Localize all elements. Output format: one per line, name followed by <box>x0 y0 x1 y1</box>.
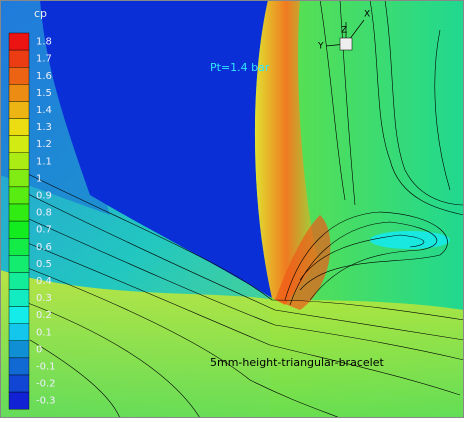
legend-swatch <box>8 32 30 51</box>
legend-swatch <box>8 237 30 256</box>
legend-label: 1.4 <box>36 105 52 116</box>
hot-spot <box>275 215 331 310</box>
legend-swatch <box>8 118 30 136</box>
legend-swatch <box>8 135 30 153</box>
legend-swatch <box>8 340 30 359</box>
legend-swatch <box>8 374 30 393</box>
axes-triad: Z X Y <box>317 10 370 52</box>
legend-title: cp <box>34 7 47 20</box>
bracelet-label: 5mm-height-triangular-bracelet <box>210 356 384 369</box>
legend-label: 0.8 <box>36 208 52 219</box>
legend-label: -0.3 <box>36 396 56 407</box>
triad-box <box>339 37 353 51</box>
legend-swatch <box>8 323 30 342</box>
legend-label: 0 <box>36 344 42 355</box>
legend-label: 1.5 <box>36 88 52 99</box>
legend-label: 0.3 <box>36 293 52 304</box>
legend: cp 1.8 1.7 1.6 1.5 1.4 1.3 1.2 1.1 1 0.9 0.8 0.7 0.6… <box>8 7 56 410</box>
legend-swatch <box>8 84 30 102</box>
legend-label: 1 <box>36 173 42 184</box>
streamlines <box>19 0 464 419</box>
legend-swatch <box>8 101 30 119</box>
x-label: X <box>364 10 370 20</box>
legend-swatch <box>8 391 30 410</box>
legend-swatch <box>8 203 30 222</box>
legend-swatch <box>8 49 30 68</box>
vortex-core <box>370 231 450 249</box>
legend-label: 1.8 <box>36 37 52 48</box>
legend-label: 1.1 <box>36 156 52 167</box>
legend-swatch <box>8 272 30 290</box>
legend-swatch <box>8 255 30 273</box>
legend-swatch <box>8 169 30 188</box>
legend-label: -0.2 <box>36 379 56 390</box>
lower-region <box>0 270 464 418</box>
legend-label: 0.9 <box>36 190 52 201</box>
legend-label: 0.7 <box>36 225 52 236</box>
legend-swatch <box>8 186 30 205</box>
legend-label: 0.4 <box>36 276 52 287</box>
legend-swatch <box>8 220 30 239</box>
legend-swatch <box>8 152 30 170</box>
y-label: Y <box>317 42 324 52</box>
legend-label: -0.1 <box>36 361 56 372</box>
legend-swatch <box>8 357 30 376</box>
legend-label: 1.6 <box>36 71 52 82</box>
legend-label: 0.5 <box>36 259 52 270</box>
legend-swatch <box>8 306 30 324</box>
legend-label: 0.2 <box>36 310 52 321</box>
legend-label: 0.6 <box>36 242 52 253</box>
legend-label: 1.7 <box>36 54 52 65</box>
legend-swatch <box>8 66 30 85</box>
legend-label: 0.1 <box>36 327 52 338</box>
blue-body <box>40 0 272 298</box>
legend-label: 1.3 <box>36 122 52 133</box>
legend-swatch <box>8 289 30 307</box>
z-label: Z <box>341 26 347 36</box>
legend-label: 1.2 <box>36 139 52 150</box>
pressure-label: Pt=1.4 bar <box>210 61 270 74</box>
wall <box>254 0 318 305</box>
